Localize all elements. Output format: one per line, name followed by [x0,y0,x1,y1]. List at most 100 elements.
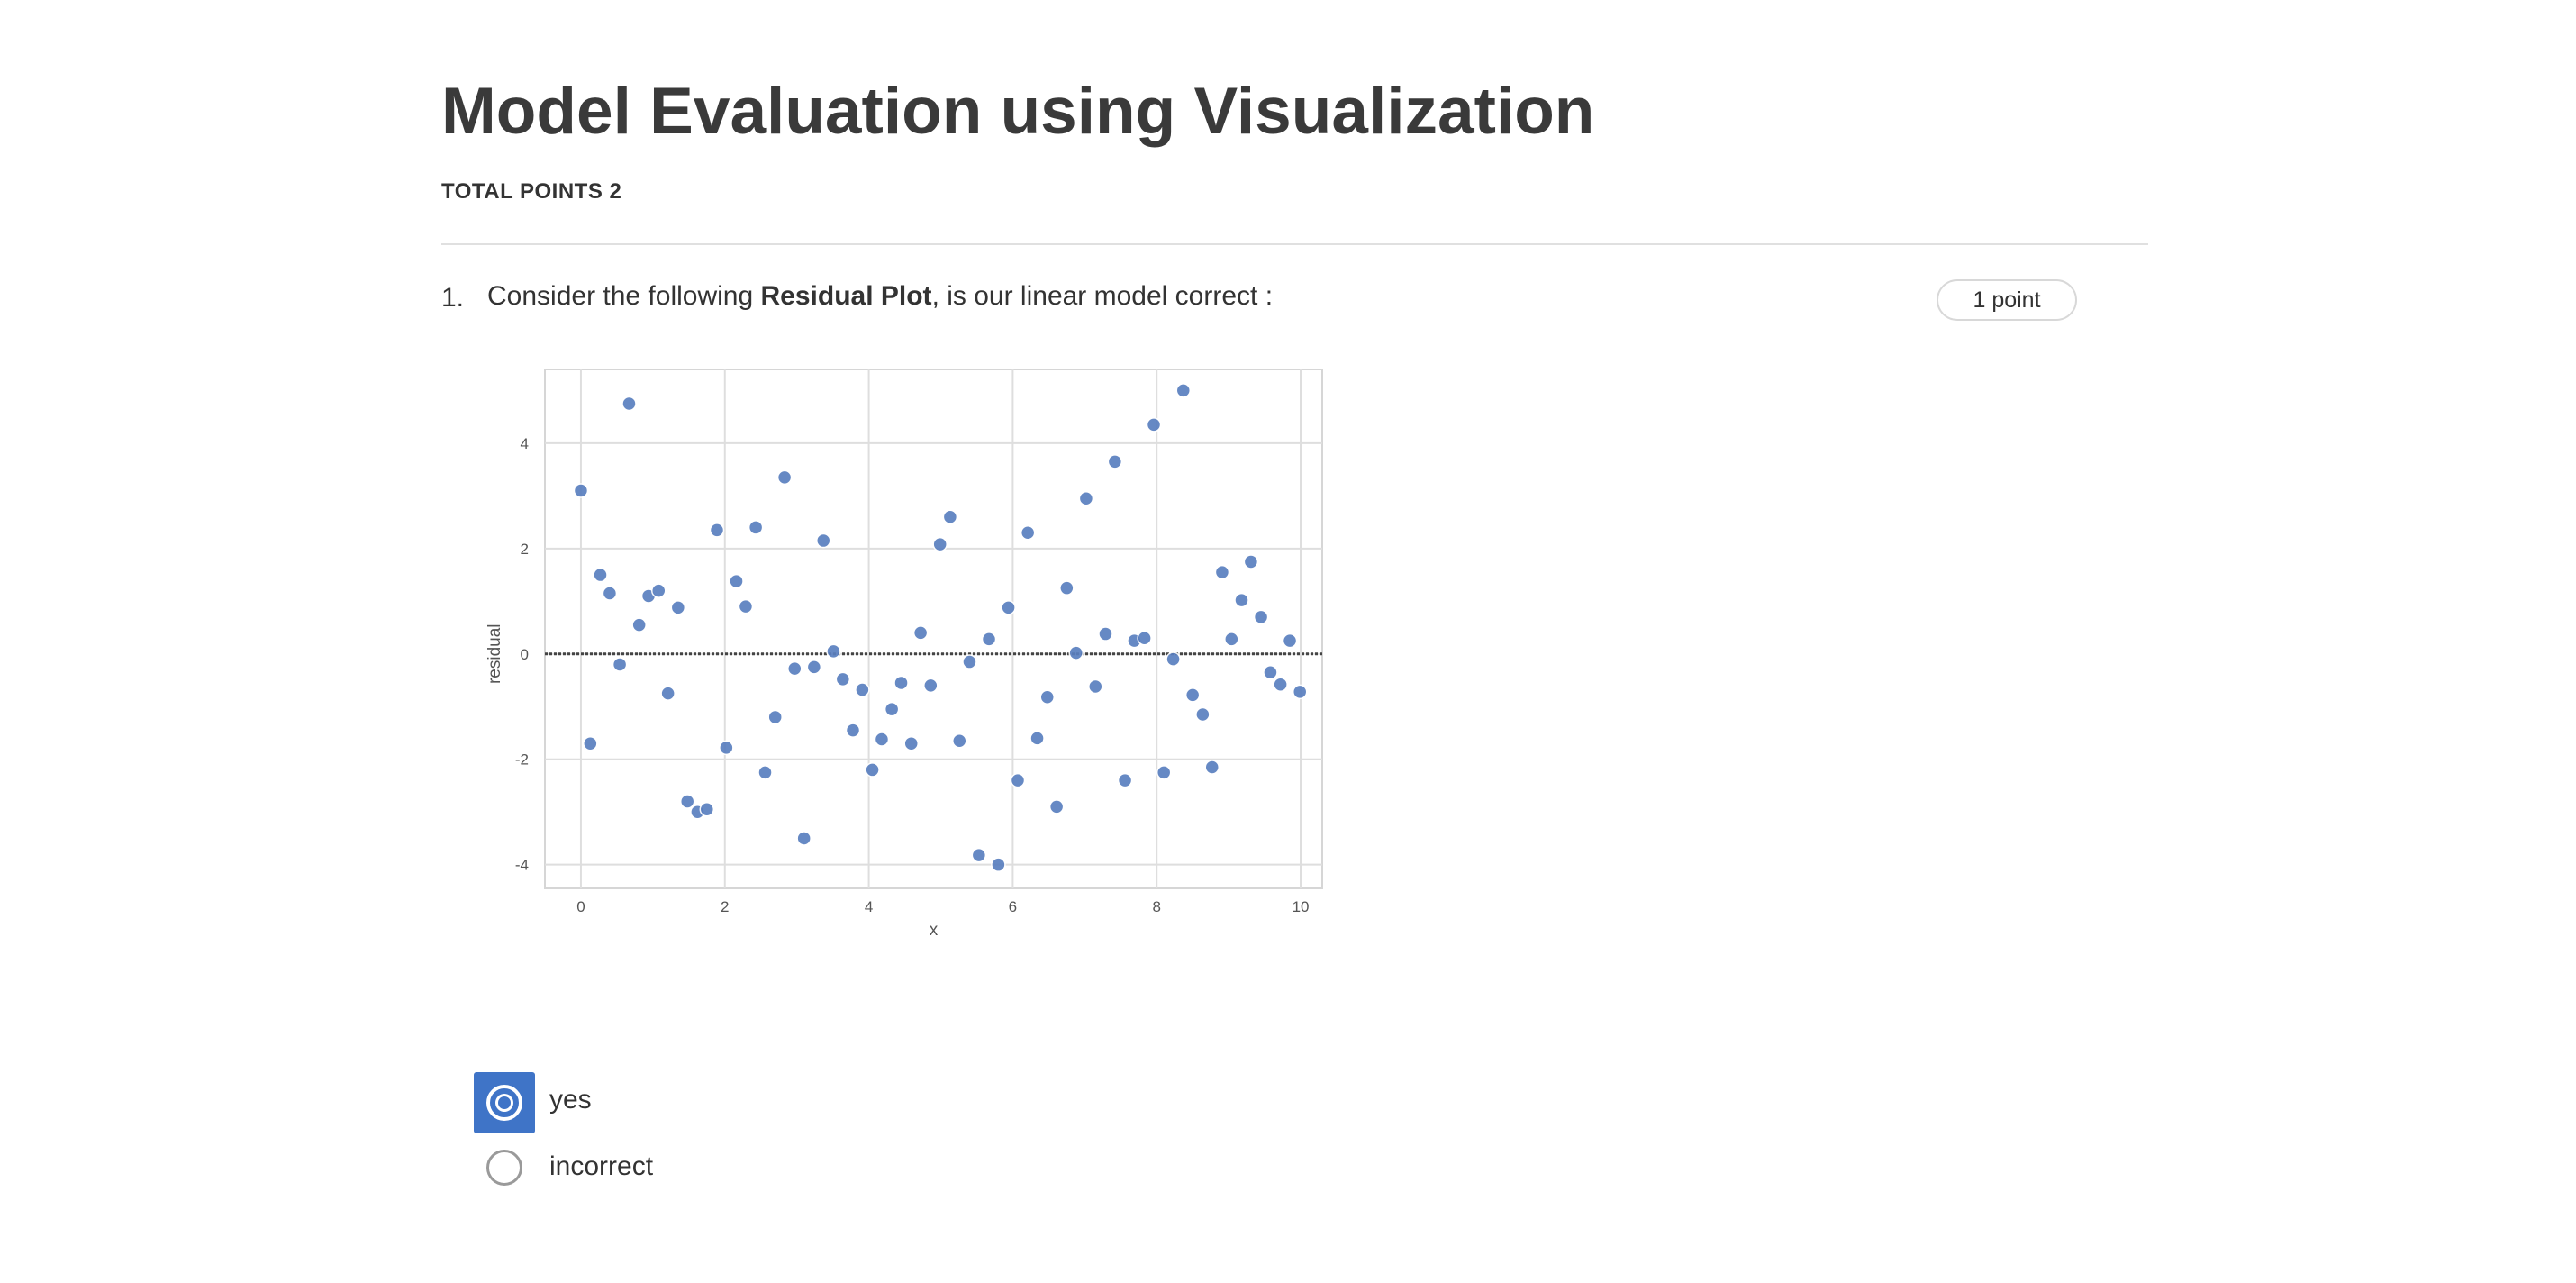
scatter-point [651,583,667,598]
x-tick-label: 0 [576,898,585,915]
scatter-point [835,671,851,687]
scatter-point [1020,525,1036,541]
scatter-point [991,857,1006,872]
scatter-point [826,643,841,660]
scatter-point [942,509,958,524]
scatter-point [1166,651,1181,667]
scatter-point [1088,678,1103,695]
scatter-point [1292,684,1308,700]
y-tick-label: -4 [515,857,529,874]
question-text: Consider the following Residual Plot, is… [487,281,1273,312]
scatter-point [1048,799,1065,814]
question-text-before: Consider the following [487,281,761,311]
scatter-point [1234,592,1249,608]
scatter-point [612,657,628,672]
x-tick-label: 10 [1293,898,1310,915]
scatter-point [1263,664,1278,680]
scatter-point [1010,772,1026,788]
divider [441,243,2148,245]
scatter-point [593,567,608,583]
scatter-point [660,686,676,701]
x-tick-label: 8 [1152,898,1160,915]
scatter-point [748,520,764,535]
question-text-bold: Residual Plot [760,281,932,311]
scatter-point [845,723,861,738]
scatter-point [699,802,715,817]
scatter-point [787,660,803,677]
scatter-point [621,396,637,412]
plot-area [544,369,1323,889]
scatter-point [767,709,783,725]
scatter-point [903,735,919,751]
scatter-point [1195,706,1211,723]
question-number: 1. [441,283,465,313]
scatter-point [1146,417,1162,432]
x-tick-label: 4 [865,898,873,915]
scatter-point [670,600,686,615]
scatter-point [1184,687,1201,703]
scatter-point [719,740,734,756]
points-badge: 1 point [1937,279,2077,321]
scatter-point [806,660,822,675]
scatter-point [952,733,967,749]
scatter-point [981,632,997,647]
scatter-point [855,682,870,697]
scatter-point [1039,689,1056,705]
scatter-point [776,469,793,486]
y-tick-label: 0 [521,646,529,663]
radio-button-selected[interactable] [486,1085,522,1121]
scatter-point [923,678,939,694]
scatter-point [815,532,831,549]
residual-plot-image: 0 2 4 6 8 10 -4 -2 0 2 4 x residual [477,351,1360,973]
scatter-point [1078,491,1094,506]
scatter-point [1156,765,1172,780]
scatter-point [893,675,909,691]
scatter-point [1001,600,1016,615]
scatter-point [874,732,890,747]
total-points: TOTAL POINTS 2 [441,179,622,204]
scatter-point [573,483,589,498]
radio-button[interactable] [486,1150,522,1186]
page-title: Model Evaluation using Visualization [441,75,1595,148]
x-tick-label: 6 [1009,898,1017,915]
scatter-point [1175,383,1192,398]
scatter-point [1253,609,1269,625]
scatter-point [1059,580,1075,596]
scatter-point [583,735,598,751]
scatter-point [1243,554,1259,569]
scatter-point [1273,677,1288,692]
scatter-point [757,765,773,780]
y-axis-label: residual [485,624,504,685]
scatter-point [1137,630,1152,646]
scatter-point [1068,645,1084,660]
scatter-point [602,586,618,601]
scatter-point [709,523,725,538]
option-label[interactable]: yes [549,1085,592,1115]
y-tick-label: 4 [521,435,529,452]
scatter-point [1029,731,1045,746]
scatter-point [1224,632,1239,647]
scatter-point [932,536,948,552]
y-tick-label: 2 [521,541,529,558]
scatter-point [912,625,929,641]
scatter-point [1204,760,1220,775]
scatter-point [1107,454,1123,469]
scatter-point [865,762,880,778]
scatter-point [631,617,647,632]
y-tick-label: -2 [515,751,529,769]
focus-ring [474,1072,535,1133]
scatter-point [1282,632,1298,649]
question-text-after: , is our linear model correct : [931,281,1274,311]
scatter-point [679,794,695,809]
option-label[interactable]: incorrect [549,1151,654,1181]
residual-plot: 0 2 4 6 8 10 -4 -2 0 2 4 x residual [485,369,1323,940]
scatter-point [738,598,754,614]
scatter-point [962,654,977,669]
scatter-point [1117,772,1133,788]
scatter-point [729,573,744,589]
x-axis-label: x [930,921,939,940]
scatter-point [1214,564,1230,580]
scatter-point [1098,626,1113,642]
scatter-point [971,847,987,863]
x-tick-label: 2 [721,898,729,915]
